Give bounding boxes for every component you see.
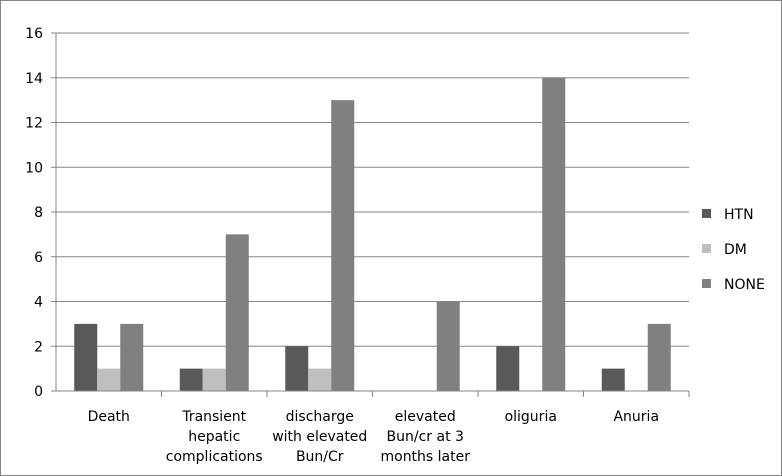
x-category-label: Bun/Cr	[296, 449, 344, 465]
y-tick-label: 4	[34, 295, 43, 311]
x-category-label: Death	[88, 409, 130, 425]
x-category-label: hepatic	[188, 429, 240, 445]
bar-dm-1	[202, 368, 226, 391]
y-tick-label: 0	[34, 384, 43, 400]
x-category-label: months later	[380, 449, 470, 465]
y-tick-label: 8	[34, 205, 43, 221]
legend-label-htn: HTN	[724, 207, 754, 223]
axes: 0 2 4 6 8 10 12 14 16 Death Transient hepatic compli…	[25, 26, 690, 465]
legend: HTN DM NONE	[702, 207, 765, 293]
bar-dm-0	[97, 368, 121, 391]
y-tick-label: 16	[25, 26, 43, 42]
y-tick-label: 6	[34, 250, 43, 266]
bar-htn-2	[285, 346, 309, 391]
x-category-label: discharge	[286, 409, 354, 425]
legend-swatch-dm	[702, 244, 711, 253]
x-category-label: elevated	[395, 409, 456, 425]
x-category-label: Bun/cr at 3	[387, 429, 464, 445]
y-tick-label: 14	[25, 71, 43, 87]
x-category-label: Transient	[181, 409, 246, 425]
bar-dm-2	[308, 368, 332, 391]
bar-none-0	[120, 323, 144, 391]
y-tick-label: 10	[25, 160, 43, 176]
legend-swatch-none	[702, 279, 711, 288]
bar-none-3	[436, 301, 460, 391]
y-tick-label: 2	[34, 339, 43, 355]
y-tick-label: 12	[25, 116, 43, 132]
bars	[74, 77, 671, 391]
bar-none-5	[647, 323, 671, 391]
legend-label-dm: DM	[724, 242, 747, 258]
legend-label-none: NONE	[724, 277, 765, 293]
bar-htn-0	[74, 323, 98, 391]
x-category-label: Anuria	[613, 409, 659, 425]
x-category-label: oliguria	[505, 409, 557, 425]
bar-htn-1	[179, 368, 203, 391]
bar-htn-4	[496, 346, 520, 391]
gridlines	[56, 32, 689, 347]
bar-none-1	[225, 234, 249, 391]
x-category-label: complications	[166, 449, 263, 465]
legend-swatch-htn	[702, 209, 711, 218]
bar-none-4	[542, 77, 566, 391]
x-category-label: with elevated	[272, 429, 367, 445]
bar-htn-5	[601, 368, 625, 391]
bar-none-2	[331, 100, 355, 391]
